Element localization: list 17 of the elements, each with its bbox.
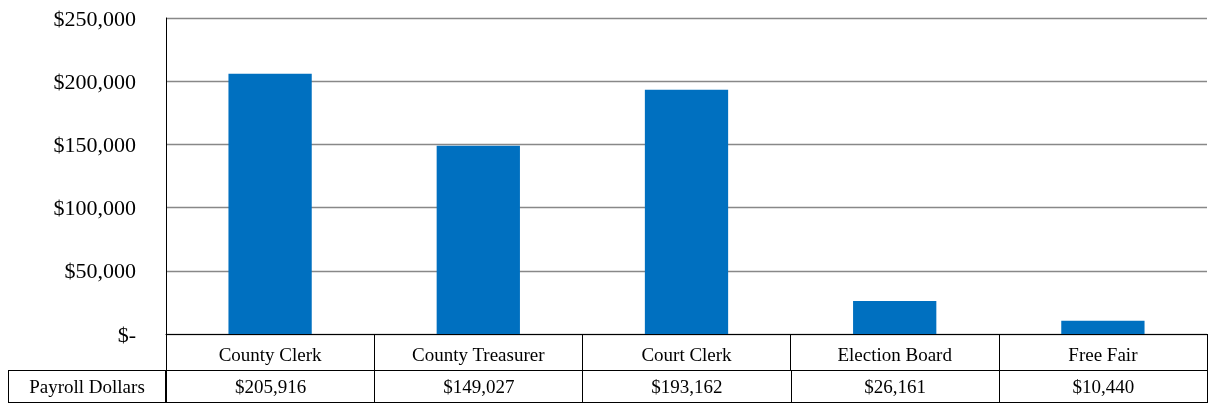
data-label: $10,440 — [998, 370, 1208, 403]
text: Payroll Dollars — [8, 370, 166, 403]
y-tick-label: $- — [117, 321, 136, 347]
x-tick-label: County Treasurer — [412, 344, 546, 365]
data-label: $149,027 — [374, 370, 584, 403]
x-tick-label: Free Fair — [1068, 344, 1139, 365]
y-tick-label: $200,000 — [53, 68, 136, 94]
y-tick-label: $100,000 — [53, 195, 136, 221]
data-label: $26,161 — [790, 370, 1000, 403]
x-tick-label: Election Board — [837, 344, 953, 365]
x-tick-label: County Clerk — [218, 344, 323, 365]
y-tick-label: $250,000 — [53, 5, 136, 31]
y-tick-label: $50,000 — [64, 258, 136, 284]
y-tick-label: $150,000 — [53, 131, 136, 157]
data-label: $205,916 — [166, 370, 376, 403]
data-label: $193,162 — [582, 370, 792, 403]
x-tick-label: Court Clerk — [641, 344, 733, 365]
